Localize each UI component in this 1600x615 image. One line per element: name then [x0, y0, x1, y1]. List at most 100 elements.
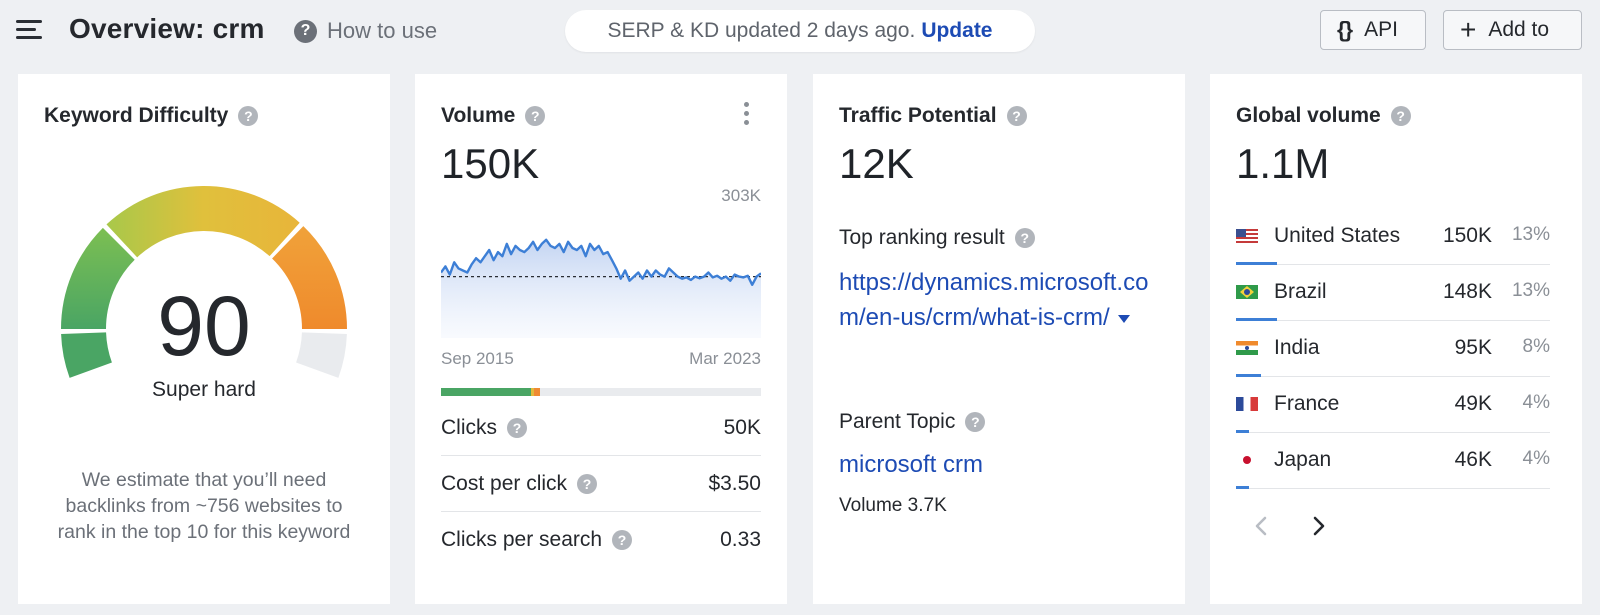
how-to-use-link[interactable]: ? How to use: [294, 18, 437, 44]
country-share-bar: [1236, 430, 1249, 433]
help-circle-icon[interactable]: ?: [238, 106, 259, 126]
help-circle-icon[interactable]: ?: [507, 417, 527, 438]
page-title: Overview: crm: [69, 13, 265, 44]
keyword-difficulty-title-text: Keyword Difficulty: [44, 104, 229, 127]
traffic-potential-card: Traffic Potential ? 12K Top ranking resu…: [813, 74, 1185, 604]
paid-clicks-segment: [530, 388, 534, 396]
difficulty-gauge: [61, 185, 347, 378]
gauge-segment-very-hard: [272, 226, 347, 329]
country-percent: 4%: [1522, 448, 1550, 469]
gauge-segment-medium: [61, 227, 135, 329]
country-volume: 148K: [1442, 280, 1492, 303]
clicks-per-search-label: Clicks per search: [441, 528, 603, 551]
chart-axis-end: Mar 2023: [689, 349, 761, 368]
country-row-brazil[interactable]: Brazil 148K 13%: [1236, 265, 1550, 321]
gauge-segment-remaining: [296, 332, 347, 378]
country-percent: 4%: [1522, 392, 1550, 413]
paid-clicks-segment-2: [533, 388, 541, 396]
country-row-india[interactable]: India 95K 8%: [1236, 321, 1550, 377]
volume-trend-chart: [441, 238, 761, 338]
update-link[interactable]: Update: [921, 19, 993, 42]
country-name: India: [1274, 336, 1320, 359]
country-row-united-states[interactable]: United States 150K 13%: [1236, 209, 1550, 265]
country-share-bar: [1236, 262, 1277, 265]
volume-card: Volume ? 150K 303K Sep 2015 Mar 2023 Cli…: [415, 74, 787, 604]
parent-topic-link[interactable]: microsoft crm: [839, 451, 983, 478]
traffic-potential-title-text: Traffic Potential: [839, 104, 997, 127]
country-percent: 8%: [1522, 336, 1550, 357]
help-circle-icon[interactable]: ?: [577, 473, 598, 494]
hamburger-menu-icon[interactable]: [16, 20, 42, 40]
help-circle-icon[interactable]: ?: [1006, 106, 1027, 126]
help-circle-icon[interactable]: ?: [965, 412, 986, 432]
country-volume: 95K: [1454, 336, 1492, 359]
gauge-segment-easy: [61, 332, 112, 378]
top-ranking-result-label: Top ranking result ?: [839, 226, 1035, 250]
chart-max-label: 303K: [721, 186, 761, 205]
difficulty-score: 90: [157, 279, 251, 373]
traffic-potential-title: Traffic Potential ?: [839, 104, 1027, 128]
france-flag-icon: [1236, 397, 1258, 411]
top-ranking-url[interactable]: https://dynamics.microsoft.com/en-us/crm…: [839, 269, 1149, 331]
country-volume: 150K: [1442, 224, 1492, 247]
plus-icon: +: [1460, 14, 1477, 45]
volume-value: 150K: [441, 140, 540, 187]
api-button[interactable]: {} API: [1320, 10, 1426, 50]
clicks-value: 50K: [723, 415, 761, 439]
help-circle-icon[interactable]: ?: [612, 530, 633, 550]
cpc-label: Cost per click: [441, 471, 568, 495]
cpc-row: Cost per click? $3.50: [441, 456, 761, 512]
keyword-difficulty-card: Keyword Difficulty ? 90 Super hard We es…: [18, 74, 390, 604]
cpc-value: $3.50: [708, 471, 761, 495]
gauge-segment-hard: [106, 185, 300, 258]
volume-title: Volume ?: [441, 104, 546, 128]
chevron-right-icon[interactable]: [1306, 514, 1330, 538]
us-flag-icon: [1236, 229, 1258, 243]
trend-area: [441, 239, 761, 338]
update-notice: SERP & KD updated 2 days ago. Update: [565, 10, 1035, 52]
country-name: Japan: [1274, 448, 1332, 471]
how-to-use-label: How to use: [327, 18, 438, 43]
volume-title-text: Volume: [441, 104, 516, 127]
help-circle-icon[interactable]: ?: [1390, 106, 1411, 126]
country-name: United States: [1274, 224, 1401, 247]
country-name: France: [1274, 392, 1340, 415]
country-percent: 13%: [1511, 280, 1550, 301]
clicks-label: Clicks: [441, 415, 497, 439]
global-volume-value: 1.1M: [1236, 140, 1330, 187]
global-volume-card: Global volume ? 1.1M United States 150K …: [1210, 74, 1582, 604]
india-flag-icon: [1236, 341, 1258, 355]
country-row-japan[interactable]: Japan 46K 4%: [1236, 433, 1550, 489]
difficulty-label: Super hard: [152, 378, 256, 401]
country-volume: 49K: [1454, 392, 1492, 415]
difficulty-description: We estimate that you’ll need backlinks f…: [57, 469, 351, 543]
more-options-icon[interactable]: [741, 102, 751, 128]
clicks-row: Clicks? 50K: [441, 400, 761, 456]
api-button-label: API: [1364, 18, 1398, 41]
global-volume-title: Global volume ?: [1236, 104, 1411, 128]
keyword-difficulty-title: Keyword Difficulty ?: [44, 104, 259, 128]
help-circle-icon: ?: [294, 19, 317, 43]
organic-clicks-segment: [441, 388, 531, 396]
clicks-per-search-row: Clicks per search? 0.33: [441, 512, 761, 568]
top-bar: Overview: crm ? How to use SERP & KD upd…: [0, 0, 1600, 64]
parent-topic-label-text: Parent Topic: [839, 410, 956, 433]
country-row-france[interactable]: France 49K 4%: [1236, 377, 1550, 433]
trend-line: [441, 238, 761, 286]
help-circle-icon[interactable]: ?: [525, 106, 546, 126]
japan-flag-icon: [1236, 453, 1258, 467]
add-to-button[interactable]: + Add to: [1443, 10, 1582, 50]
parent-topic-volume: Volume 3.7K: [839, 495, 947, 516]
chart-axis-start: Sep 2015: [441, 349, 514, 368]
country-share-bar: [1236, 318, 1277, 321]
country-share-bar: [1236, 374, 1262, 377]
clicks-distribution-bar: [441, 388, 761, 396]
braces-icon: {}: [1337, 17, 1353, 42]
country-name: Brazil: [1274, 280, 1327, 303]
chevron-left-icon[interactable]: [1250, 514, 1274, 538]
update-notice-text: SERP & KD updated 2 days ago.: [607, 19, 916, 42]
dropdown-caret-icon[interactable]: [1117, 314, 1130, 323]
top-ranking-url-link[interactable]: https://dynamics.microsoft.com/en-us/crm…: [839, 265, 1169, 335]
add-to-button-label: Add to: [1488, 18, 1550, 41]
help-circle-icon[interactable]: ?: [1014, 228, 1035, 248]
